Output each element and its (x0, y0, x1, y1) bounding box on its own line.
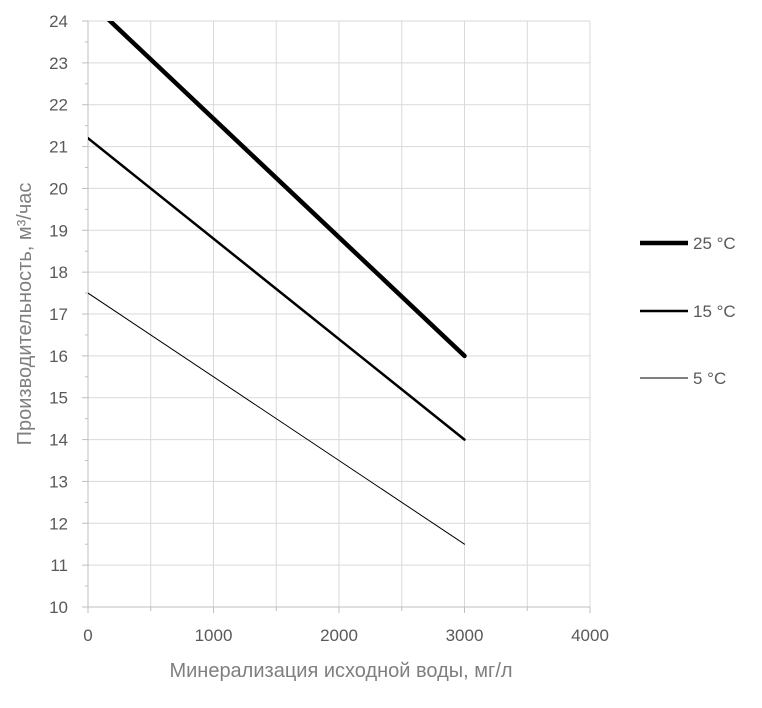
legend: 25 °С 15 °С 5 °С (640, 234, 736, 388)
y-tick-label: 20 (49, 179, 68, 198)
y-axis-title: Производительность, м³/час (14, 183, 36, 446)
y-tick-label: 19 (49, 221, 68, 240)
x-axis-tick-labels: 0 1000 2000 3000 4000 (83, 626, 609, 645)
series-line (106, 21, 467, 359)
x-tick-label: 1000 (195, 626, 233, 645)
x-tick-label: 0 (83, 626, 92, 645)
legend-label: 5 °С (693, 369, 726, 388)
y-axis-tick-labels: 10 11 12 13 14 15 16 17 18 19 20 21 22 23 24 (49, 12, 68, 617)
x-tick-label: 2000 (320, 626, 358, 645)
series-line (88, 292, 465, 545)
x-tick-label: 3000 (446, 626, 484, 645)
y-tick-label: 18 (49, 263, 68, 282)
y-tick-label: 15 (49, 389, 68, 408)
y-tick-label: 10 (49, 598, 68, 617)
x-tick-label: 4000 (571, 626, 609, 645)
series-lines (88, 21, 467, 545)
x-axis-title: Минерализация исходной воды, мг/л (169, 660, 512, 682)
grid-lines (88, 20, 591, 607)
y-tick-label: 14 (49, 431, 68, 450)
y-tick-label: 11 (50, 556, 68, 575)
y-tick-label: 21 (49, 138, 68, 157)
legend-label: 15 °С (693, 302, 736, 321)
axes (82, 20, 591, 613)
y-tick-label: 17 (49, 305, 68, 324)
y-tick-label: 23 (49, 54, 68, 73)
y-tick-label: 24 (49, 12, 68, 31)
y-tick-label: 16 (49, 347, 68, 366)
y-tick-label: 13 (49, 472, 68, 491)
legend-label: 25 °С (693, 234, 736, 253)
y-tick-label: 22 (49, 96, 68, 115)
y-tick-label: 12 (49, 514, 68, 533)
series-line (88, 136, 466, 441)
